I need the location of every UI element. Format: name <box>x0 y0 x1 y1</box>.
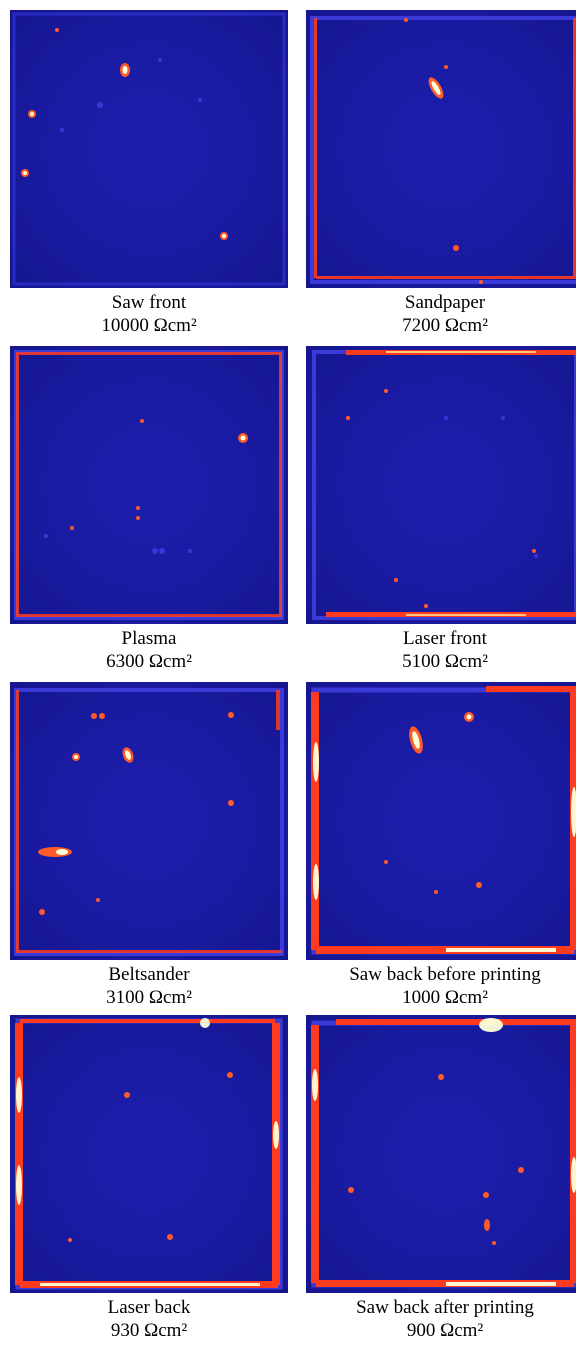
luminescence-image <box>10 10 288 288</box>
panel-title: Sandpaper <box>404 292 486 313</box>
panel-saw-back-after-printing: Saw back after printing 900 Ωcm² <box>306 1015 576 1349</box>
luminescence-image <box>10 1015 288 1293</box>
luminescence-image <box>306 10 576 288</box>
panel-resistance: 6300 Ωcm² <box>106 651 192 672</box>
panel-resistance: 1000 Ωcm² <box>402 987 488 1008</box>
panel-plasma: Plasma 6300 Ωcm² <box>10 346 288 680</box>
panel-title: Saw back before printing <box>349 964 541 985</box>
panel-title: Plasma <box>121 628 177 649</box>
panel-resistance: 10000 Ωcm² <box>101 315 197 336</box>
luminescence-image <box>306 1015 576 1293</box>
panel-title: Laser back <box>107 1297 191 1318</box>
panel-resistance: 930 Ωcm² <box>110 1320 188 1341</box>
panel-saw-back-before-printing: Saw back before printing 1000 Ωcm² <box>306 682 576 1016</box>
panel-laser-front: Laser front 5100 Ωcm² <box>306 346 576 680</box>
luminescence-image <box>10 346 288 624</box>
panel-sandpaper: Sandpaper 7200 Ωcm² <box>306 10 576 344</box>
panel-resistance: 5100 Ωcm² <box>402 651 488 672</box>
panel-resistance: 7200 Ωcm² <box>402 315 488 336</box>
luminescence-image <box>306 346 576 624</box>
panel-title: Beltsander <box>108 964 190 985</box>
panel-resistance: 3100 Ωcm² <box>106 987 192 1008</box>
panel-title: Saw back after printing <box>356 1297 534 1318</box>
panel-laser-back: Laser back 930 Ωcm² <box>10 1015 288 1349</box>
panel-title: Saw front <box>111 292 187 313</box>
panel-beltsander: Beltsander 3100 Ωcm² <box>10 682 288 1016</box>
panel-title: Laser front <box>403 628 487 649</box>
luminescence-image <box>306 682 576 960</box>
luminescence-image <box>10 682 288 960</box>
panel-saw-front: Saw front 10000 Ωcm² <box>10 10 288 344</box>
panel-resistance: 900 Ωcm² <box>406 1320 484 1341</box>
